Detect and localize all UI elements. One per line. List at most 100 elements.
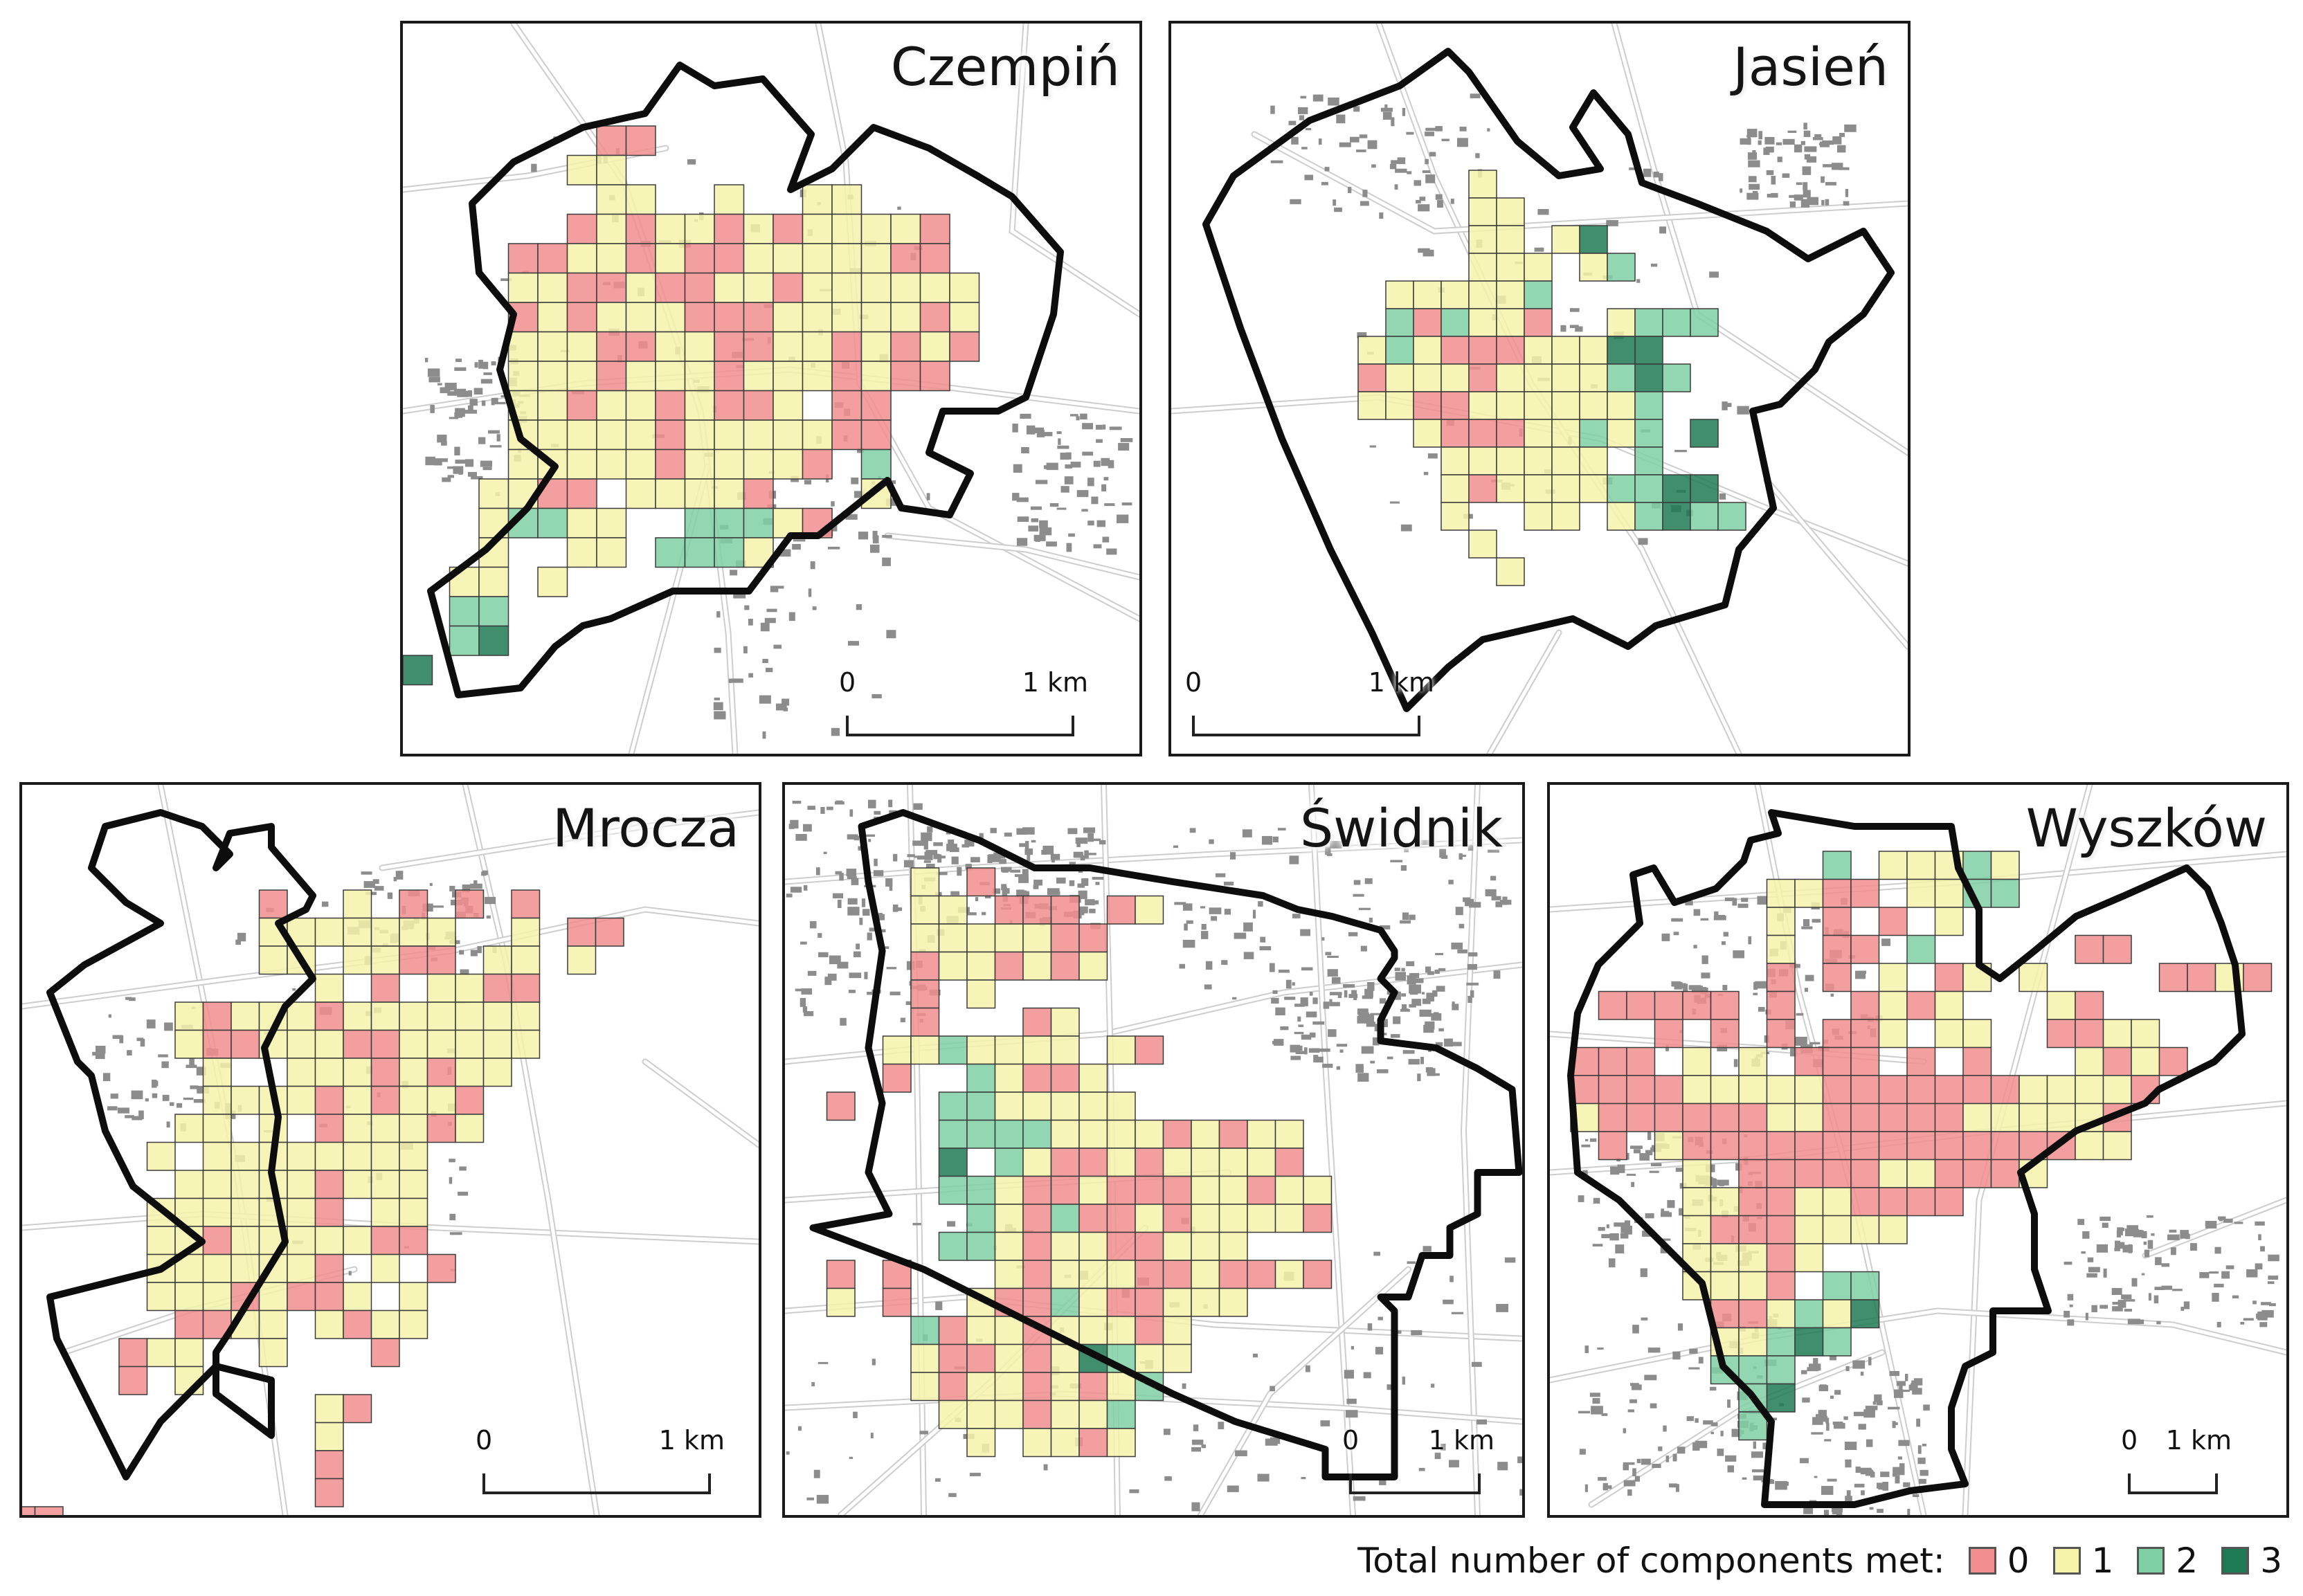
building (934, 1478, 941, 1482)
grid-cell (1218, 1148, 1248, 1177)
building (1671, 918, 1683, 922)
grid-cell (802, 243, 833, 274)
building (948, 840, 955, 844)
building (1860, 1371, 1864, 1376)
grid-cell (287, 1141, 316, 1171)
grid-cell (1990, 1131, 2020, 1161)
building (1812, 137, 1823, 140)
building (2128, 1244, 2132, 1253)
building (1903, 1482, 1911, 1487)
building (1304, 174, 1314, 181)
building (813, 1469, 820, 1478)
building (2209, 1271, 2219, 1274)
grid-cell (1162, 1287, 1192, 1317)
building (2121, 1294, 2132, 1300)
building (874, 858, 878, 867)
building (1846, 1490, 1851, 1498)
building (969, 1472, 981, 1476)
grid-cell (655, 390, 686, 421)
grid-cell (802, 302, 833, 333)
building (1615, 1244, 1625, 1253)
building (1649, 1170, 1659, 1173)
building (827, 973, 837, 981)
grid-cell (1551, 419, 1580, 448)
building (1534, 247, 1544, 252)
building (1295, 1051, 1308, 1054)
building (1221, 960, 1228, 965)
building (96, 1051, 105, 1060)
building (856, 604, 863, 610)
grid-cell (1654, 1075, 1683, 1105)
building (1826, 1423, 1830, 1431)
grid-cell (1990, 878, 2020, 908)
grid-cell (314, 1422, 344, 1451)
building (1855, 1467, 1861, 1473)
grid-cell (1822, 1131, 1852, 1161)
building (1537, 209, 1549, 215)
grid-cell (1906, 1075, 1936, 1105)
building (1377, 1069, 1389, 1073)
grid-cell (1607, 336, 1636, 365)
building (1032, 427, 1044, 433)
building (1184, 923, 1188, 931)
building (1060, 486, 1069, 493)
building (395, 871, 404, 880)
grid-cell (370, 1170, 400, 1199)
building (1438, 968, 1446, 971)
building (1260, 936, 1266, 943)
building (1679, 1208, 1683, 1216)
building (119, 1035, 124, 1044)
grid-cell (343, 1114, 372, 1143)
building (912, 1222, 921, 1226)
grid-cell (1710, 1075, 1740, 1105)
grid-cell (34, 1506, 64, 1515)
grid-cell (1626, 1046, 1656, 1076)
building (1182, 1383, 1186, 1389)
building (1845, 1366, 1850, 1372)
building (2141, 1273, 2145, 1276)
building (885, 878, 893, 887)
building (2268, 1276, 2279, 1280)
building (1431, 1384, 1435, 1388)
grid-cell (1247, 1119, 1276, 1149)
grid-cell (343, 917, 372, 947)
building (1667, 1200, 1675, 1208)
building (2067, 1294, 2074, 1300)
building (1078, 890, 1087, 900)
grid-cell (1413, 363, 1442, 392)
building (1451, 1312, 1463, 1314)
building (728, 678, 732, 683)
grid-cell (655, 361, 686, 392)
grid-cell (1135, 1175, 1164, 1205)
grid-cell (1135, 1260, 1164, 1289)
building (2118, 1242, 2125, 1249)
grid-cell (1440, 502, 1470, 531)
grid-cell (258, 1309, 288, 1339)
grid-cell (314, 1170, 344, 1199)
grid-cell (1468, 336, 1497, 365)
building (1371, 164, 1376, 168)
building (1299, 115, 1305, 120)
grid-cell (743, 331, 774, 362)
legend-swatch-1 (2052, 1547, 2081, 1575)
building (1426, 992, 1434, 1001)
building (1614, 1222, 1625, 1227)
building (1920, 1469, 1929, 1476)
building (857, 448, 864, 453)
grid-cell (1738, 1075, 1768, 1105)
grid-cell (773, 331, 804, 362)
scale-bar-czempin: 0 1 km (839, 667, 1088, 736)
building (2085, 1312, 2088, 1321)
building (468, 405, 473, 411)
building (731, 678, 743, 683)
building (1384, 104, 1388, 109)
grid-cell (1579, 225, 1608, 254)
building (190, 1085, 199, 1089)
building (1402, 1004, 1407, 1011)
building (2161, 1285, 2172, 1290)
grid-cell (882, 1035, 912, 1065)
building (1627, 1489, 1632, 1496)
building (1771, 176, 1776, 185)
building (1807, 1367, 1818, 1372)
grid-cell (1022, 1063, 1052, 1093)
